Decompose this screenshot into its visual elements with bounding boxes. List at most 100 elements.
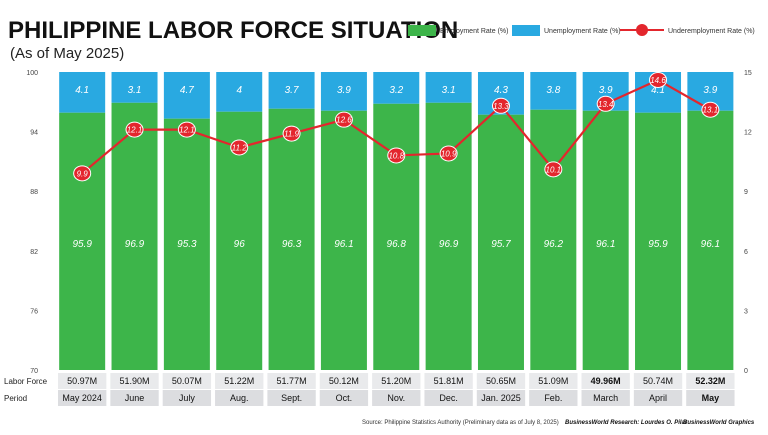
period-label: Feb. [544,393,562,403]
bar-employment [111,102,158,370]
unemployment-value-label: 4.3 [494,85,508,96]
period-cell [162,390,212,406]
left-axis-tick: 88 [30,189,38,196]
left-axis-tick: 94 [30,130,38,137]
employment-value-label: 96.9 [439,239,459,250]
plot-area: 4.096.04.195.93.196.94.795.34963.796.33.… [14,70,752,375]
labor-force-cell [476,373,526,389]
bar-unemployment [373,72,420,104]
period-cell [319,390,369,406]
bar-unemployment [320,72,367,111]
period-cell [58,390,107,406]
employment-value-label: 96.9 [125,239,145,250]
labor-force-cell [633,373,683,389]
employment-value-label: 95.9 [648,239,668,250]
legend-label-underemployment: Underemployment Rate (%) [668,28,755,35]
employment-value-label: 96.8 [387,239,407,250]
underemployment-point [230,139,249,156]
underemployment-value-label: 10.8 [388,151,404,160]
legend-swatch-employment [408,25,436,36]
labor-force-value: 50.74M [643,376,673,386]
underemployment-value-label: 10.9 [441,149,457,158]
employment-value-label: 96.1 [334,239,353,250]
bar-unemployment [268,72,315,109]
underemployment-point [544,161,563,178]
row-label-period: Period [4,394,27,403]
right-axis-tick: 12 [744,130,752,137]
period-cell [476,390,526,406]
labor-force-cell [686,373,735,389]
underemployment-value-label: 13.3 [493,102,509,111]
underemployment-value-label: 9.9 [77,169,89,178]
underemployment-point [387,147,406,164]
row-label-labor-force: Labor Force [4,377,48,386]
underemployment-value-label: 13.1 [703,106,719,115]
bar-unemployment [216,72,263,112]
underemployment-value-label: 12.1 [127,126,143,135]
labor-force-cell [529,373,578,389]
labor-force-value: 51.90M [120,376,150,386]
bar-employment [477,114,524,370]
labor-force-value: 50.65M [486,376,516,386]
unemployment-value-label: 3.1 [442,85,456,96]
employment-value-label: 96.1 [596,239,615,250]
chart-subtitle: (As of May 2025) [10,45,124,62]
period-cell [110,390,159,406]
labor-force-cell [162,373,212,389]
underemployment-value-label: 10.1 [546,165,562,174]
unemployment-value-label: 3.1 [128,85,142,96]
period-label: April [649,393,667,403]
labor-force-value: 50.12M [329,376,359,386]
left-axis-tick: 70 [30,368,38,375]
labor-force-cell [267,373,316,389]
bar-employment [425,102,472,370]
labor-force-cell [215,373,264,389]
bar-employment [59,112,106,370]
right-axis-tick: 3 [744,308,748,315]
bar-unemployment [530,72,577,110]
employment-value-label: 96.1 [701,239,720,250]
underemployment-point [334,111,353,128]
research-credit: BusinessWorld Research: Lourdes O. Pilar [565,420,688,426]
labor-force-value: 49.96M [591,376,621,386]
right-axis-tick: 6 [744,249,748,256]
bar-employment [530,109,577,370]
bar-employment [268,108,315,371]
underemployment-value-label: 13.4 [598,100,614,109]
bar-employment [687,110,734,371]
edge-label-unemployment: 4.0 [17,86,32,97]
bar-unemployment [59,72,106,113]
data-table: Labor Force Period 50.97M May 2024 51.90M Jun… [0,373,768,407]
period-label: July [179,393,196,403]
employment-value-label: 95.3 [177,239,197,250]
underemployment-value-label: 12.1 [179,126,195,135]
labor-force-cell [581,373,630,389]
labor-force-value: 51.09M [538,376,568,386]
labor-force-cell [58,373,107,389]
legend-label-employment: Employment Rate (%) [440,28,508,35]
legend-marker-underemployment [636,24,648,36]
labor-force-value: 52.32M [695,376,725,386]
period-cell [372,390,421,406]
bar-employment [320,110,367,371]
labor-force-cell [319,373,369,389]
left-axis-tick: 82 [30,249,38,256]
period-label: Jan. 2025 [481,393,521,403]
labor-force-value: 51.22M [224,376,254,386]
period-label: Oct. [336,393,353,403]
bar-unemployment [425,72,472,103]
unemployment-value-label: 4.7 [180,85,194,96]
period-cell [529,390,578,406]
unemployment-value-label: 3.9 [703,85,717,96]
right-axis-tick: 9 [744,189,748,196]
labor-force-value: 51.81M [434,376,464,386]
underemployment-point [701,101,720,118]
graphics-credit: BusinessWorld Graphics [683,420,755,426]
unemployment-value-label: 4.1 [651,85,665,96]
chart-title: PHILIPPINE LABOR FORCE SITUATION [8,17,458,44]
underemployment-point [177,121,196,138]
left-axis-tick: 76 [30,308,38,315]
bar-employment [582,110,629,371]
unemployment-value-label: 3.2 [389,85,403,96]
